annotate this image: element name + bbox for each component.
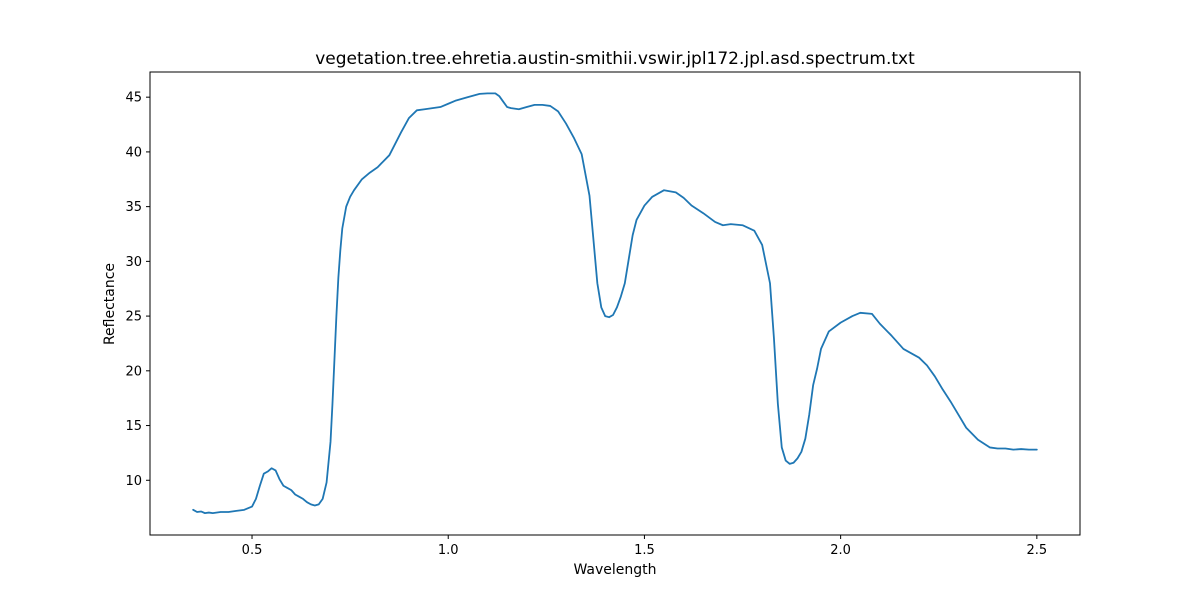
y-axis-label: Reflectance	[102, 263, 118, 345]
x-tick-label: 1.5	[634, 543, 655, 558]
x-tick-label: 2.5	[1026, 543, 1047, 558]
axes-frame	[149, 71, 1081, 536]
y-axis-ticks: 10 15 20 25 30 35 40 45	[125, 91, 150, 489]
x-axis-ticks: 0.5 1.0 1.5 2.0 2.5	[242, 535, 1047, 558]
x-tick-label: 1.0	[438, 543, 459, 558]
plot-area	[192, 92, 1038, 515]
x-axis-label: Wavelength	[573, 562, 656, 578]
y-tick-label: 25	[125, 310, 142, 325]
y-tick-label: 35	[125, 200, 142, 215]
y-tick-label: 20	[125, 364, 142, 379]
x-tick-label: 0.5	[242, 543, 263, 558]
series-line-0	[192, 92, 1038, 515]
y-tick-label: 30	[125, 255, 142, 270]
y-tick-label: 15	[125, 419, 142, 434]
x-tick-label: 2.0	[830, 543, 851, 558]
y-tick-label: 40	[125, 145, 142, 160]
chart-title: vegetation.tree.ehretia.austin-smithii.v…	[315, 49, 915, 69]
y-tick-label: 10	[125, 474, 142, 489]
y-tick-label: 45	[125, 91, 142, 106]
